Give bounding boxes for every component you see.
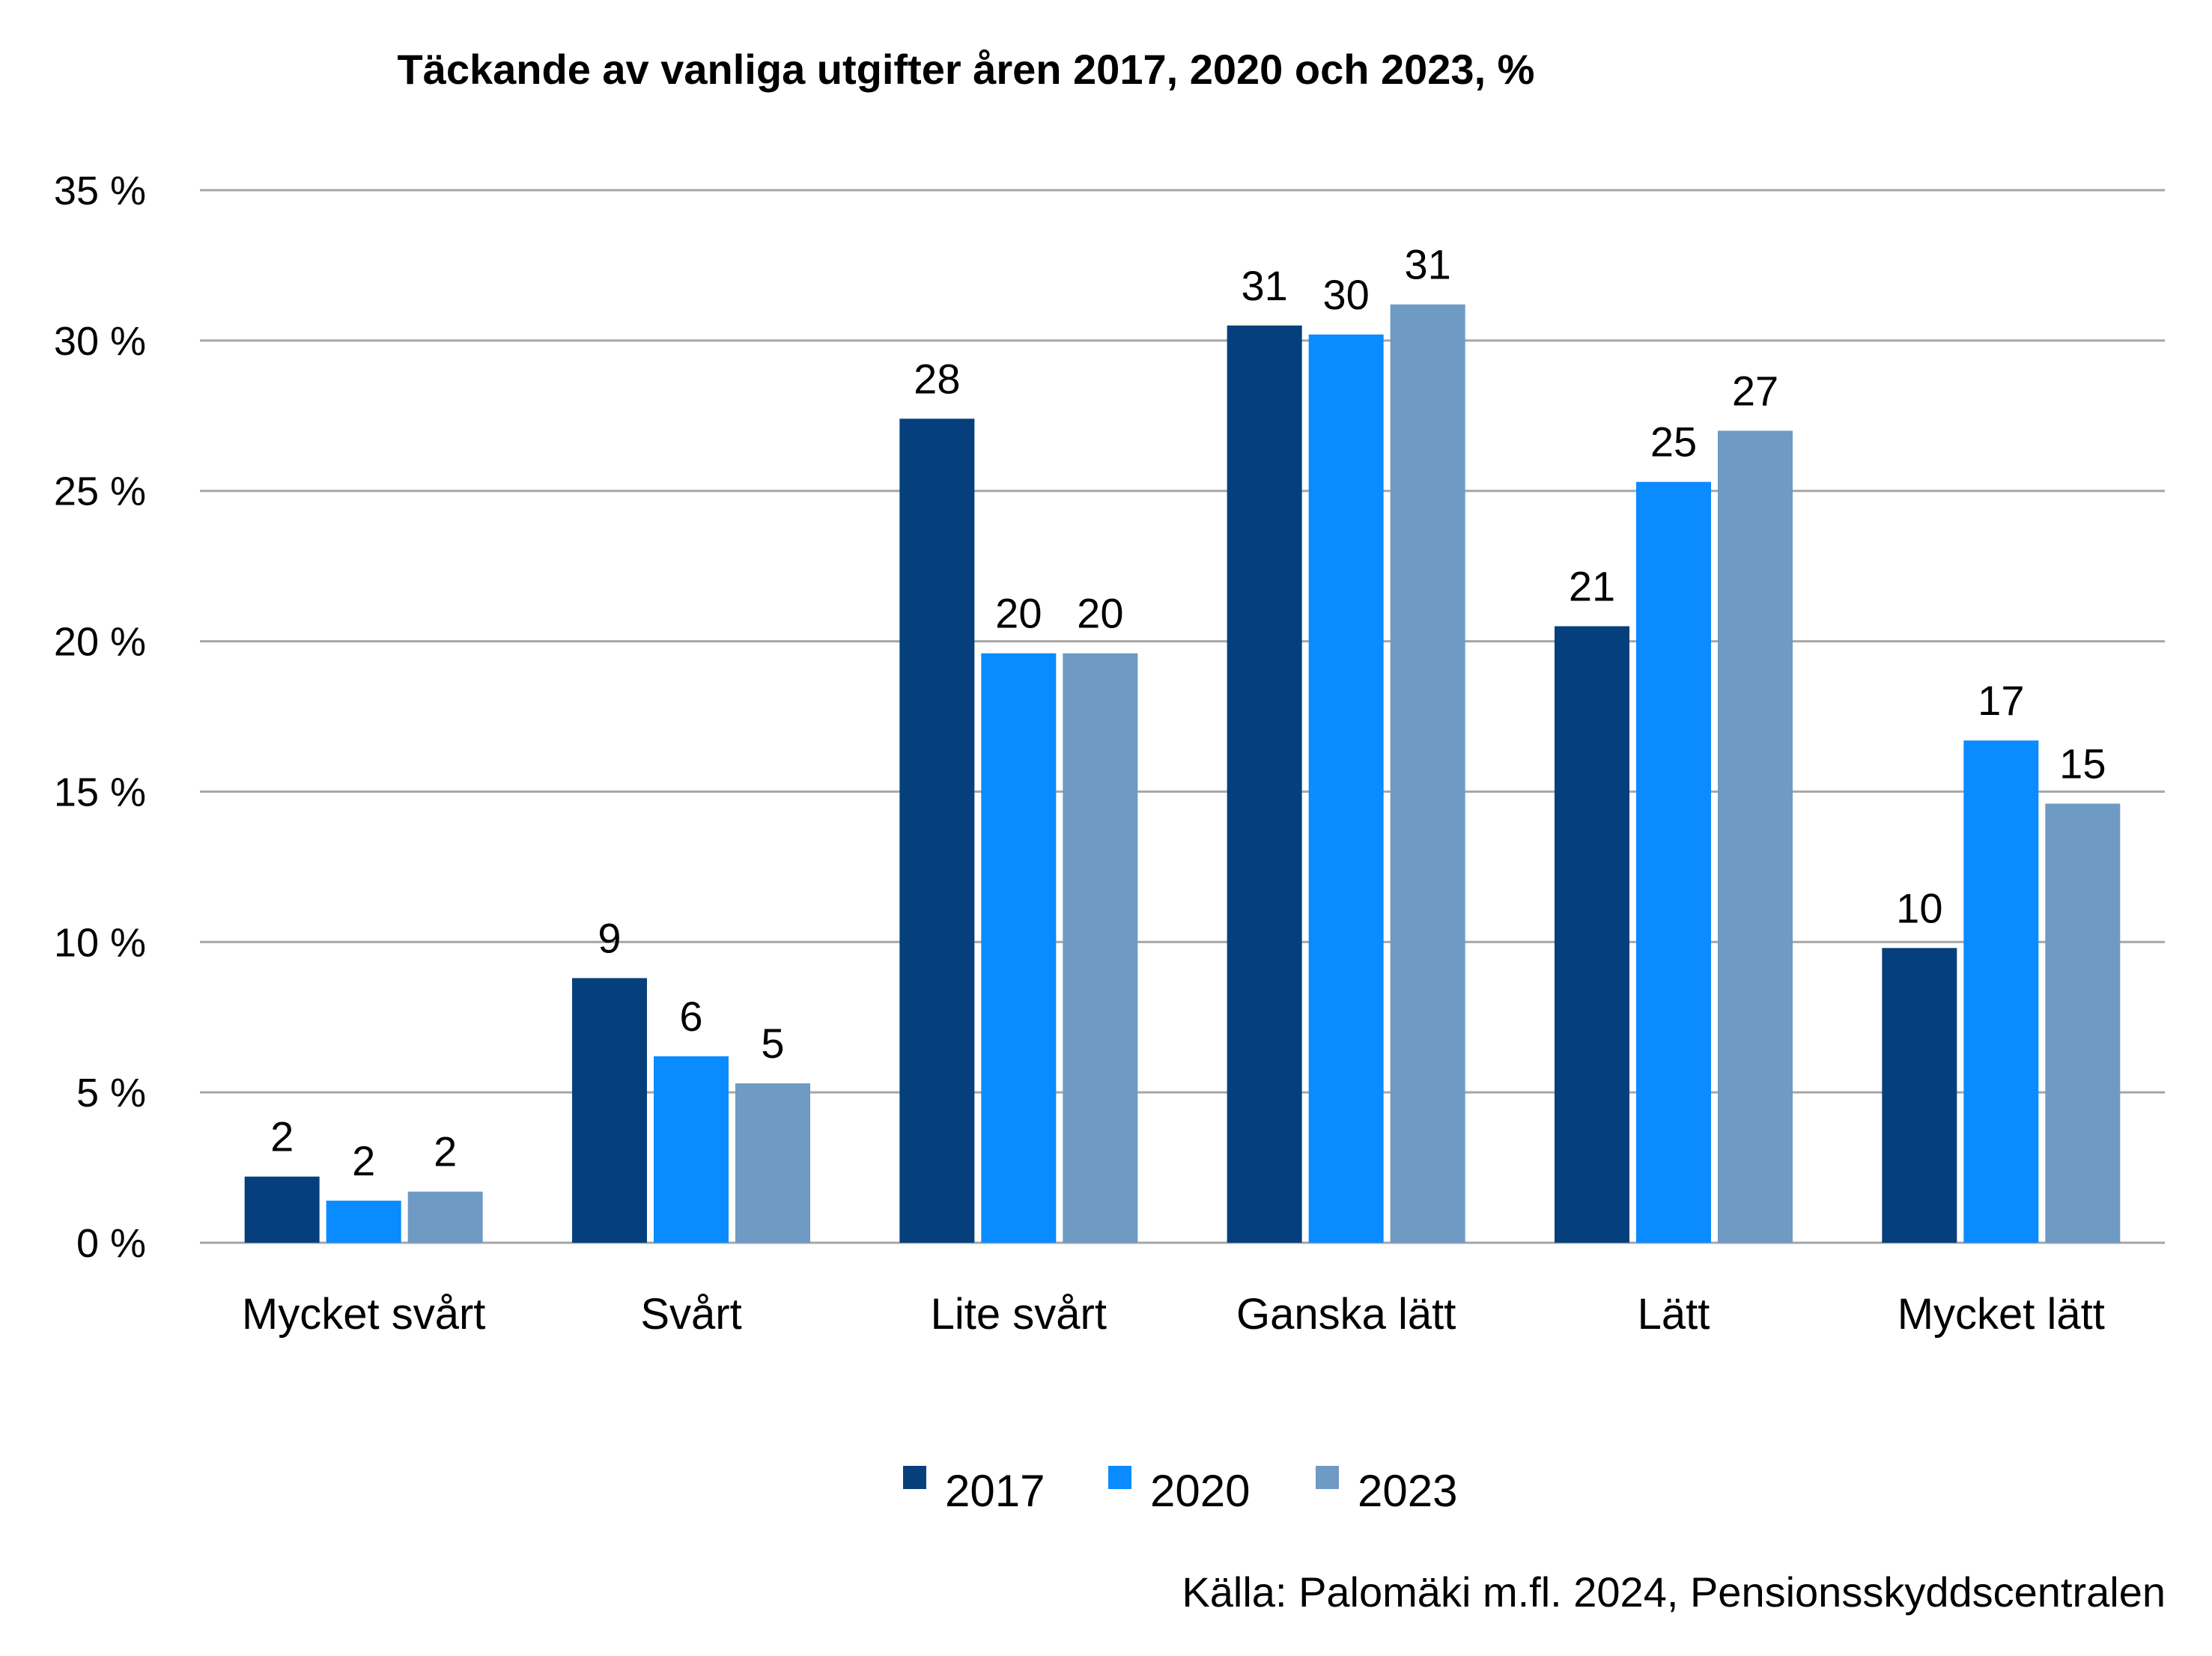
source-note: Källa: Palomäki m.fl. 2024, Pensionsskyd… — [1182, 1568, 2166, 1616]
data-label: 25 — [1650, 418, 1697, 466]
bar-2020 — [1308, 334, 1384, 1243]
category-label: Ganska lätt — [1236, 1290, 1456, 1339]
gridlines — [200, 189, 2165, 1244]
data-label: 27 — [1732, 367, 1778, 414]
data-label: 28 — [914, 355, 960, 402]
category-label: Lätt — [1638, 1290, 1710, 1339]
bar-2020 — [1963, 740, 2039, 1243]
y-tick-label: 30 % — [54, 319, 146, 364]
data-label: 31 — [1405, 241, 1451, 288]
bar-2023 — [1718, 430, 1793, 1243]
legend-item-2023: 2023 — [1316, 1466, 1457, 1516]
data-label: 2 — [352, 1137, 375, 1184]
data-label: 10 — [1896, 884, 1942, 931]
data-label: 9 — [598, 914, 621, 961]
category-label: Lite svårt — [931, 1290, 1107, 1339]
bar-2017 — [899, 418, 975, 1243]
bar-2020 — [654, 1056, 729, 1243]
bar-2020 — [981, 653, 1057, 1243]
data-label: 20 — [995, 590, 1042, 637]
y-tick-label: 15 % — [54, 770, 146, 815]
data-labels: 2 2 2 9 6 5 28 20 20 31 30 31 21 25 27 10 17 15 — [270, 241, 2106, 1184]
legend-swatch — [903, 1466, 926, 1489]
data-label: 21 — [1569, 562, 1615, 609]
bar-2023 — [735, 1083, 810, 1243]
x-axis-categories: Mycket svårt Svårt Lite svårt Ganska lätt Lä… — [242, 1290, 2105, 1339]
legend-label: 2023 — [1358, 1466, 1457, 1516]
chart-title: Täckande av vanliga utgifter åren 2017, … — [398, 46, 1535, 93]
bar-2017 — [244, 1176, 320, 1243]
bar-2020 — [326, 1200, 401, 1243]
legend-item-2020: 2020 — [1108, 1466, 1250, 1516]
y-tick-label: 10 % — [54, 920, 146, 965]
category-label: Svårt — [640, 1290, 741, 1339]
legend-label: 2020 — [1150, 1466, 1250, 1516]
data-label: 15 — [2059, 740, 2106, 787]
bar-2017 — [572, 978, 647, 1243]
y-tick-label: 35 % — [54, 168, 146, 213]
data-label: 31 — [1242, 262, 1288, 309]
bar-2023 — [407, 1191, 483, 1243]
y-tick-label: 20 % — [54, 620, 146, 665]
bar-2017 — [1227, 325, 1302, 1243]
y-tick-label: 25 % — [54, 469, 146, 514]
data-label: 2 — [270, 1113, 294, 1160]
data-label: 20 — [1077, 590, 1123, 637]
category-label: Mycket lätt — [1897, 1290, 2105, 1339]
bar-2023 — [1063, 653, 1138, 1243]
y-tick-label: 0 % — [76, 1221, 146, 1266]
bar-2017 — [1555, 626, 1629, 1243]
y-axis-ticks: 0 % 5 % 10 % 15 % 20 % 25 % 30 % 35 % — [54, 168, 146, 1266]
bars — [244, 304, 2121, 1243]
legend-swatch — [1316, 1466, 1339, 1489]
category-label: Mycket svårt — [242, 1290, 486, 1339]
bar-2017 — [1882, 948, 1957, 1243]
bar-2023 — [1390, 304, 1465, 1243]
legend-item-2017: 2017 — [903, 1466, 1045, 1516]
legend-label: 2017 — [945, 1466, 1045, 1516]
y-tick-label: 5 % — [76, 1071, 146, 1115]
data-label: 17 — [1978, 677, 2024, 724]
bar-2023 — [2045, 803, 2121, 1243]
data-label: 5 — [761, 1020, 784, 1067]
data-label: 2 — [434, 1128, 457, 1175]
legend: 2017 2020 2023 — [903, 1466, 1457, 1516]
legend-swatch — [1108, 1466, 1131, 1489]
data-label: 6 — [679, 993, 702, 1040]
data-label: 30 — [1323, 271, 1370, 318]
bar-2020 — [1636, 481, 1711, 1243]
